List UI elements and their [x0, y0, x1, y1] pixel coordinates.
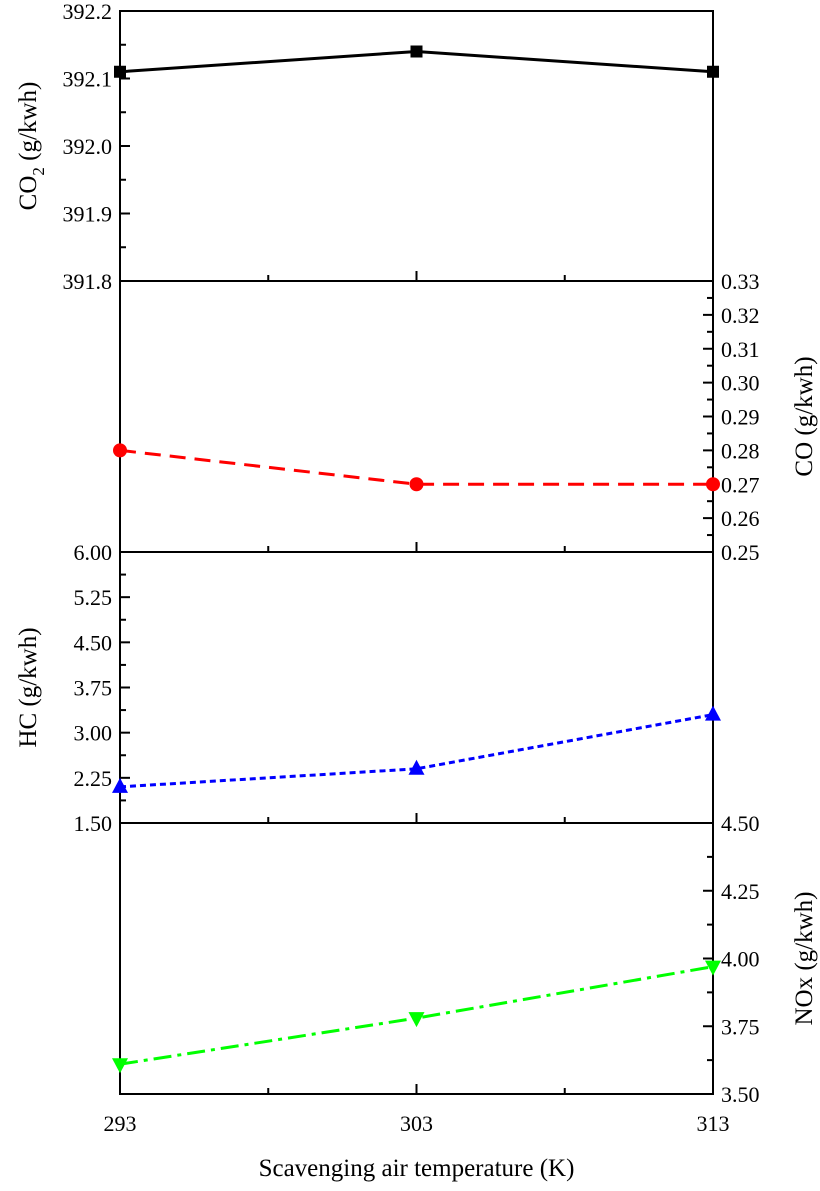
y-tick-label-co2: 392.2	[63, 0, 113, 24]
y-axis-title-main: CO	[15, 176, 42, 211]
y-axis-title-nox: NOx (g/kwh)	[791, 891, 818, 1025]
y-tick-label-co: 0.29	[721, 405, 760, 430]
data-point-co-313	[706, 477, 720, 492]
y-tick-label-hc: 6.00	[74, 540, 113, 565]
x-axis-title: Scavenging air temperature (K)	[259, 1155, 575, 1182]
data-point-nox-303	[408, 1012, 425, 1028]
panel-frame-co	[119, 280, 714, 553]
data-point-nox-313	[705, 960, 721, 976]
y-tick-label-hc: 3.75	[74, 676, 113, 701]
y-tick-label-co: 0.25	[721, 540, 760, 565]
y-tick-label-nox: 3.50	[721, 1082, 760, 1107]
y-axis-title-co2: CO2 (g/kwh)	[15, 82, 48, 211]
y-tick-label-co: 0.30	[721, 371, 760, 396]
x-tick-label: 303	[400, 1111, 433, 1136]
y-tick-label-co: 0.32	[721, 303, 760, 328]
y-tick-label-nox: 4.50	[721, 811, 760, 836]
y-axis-title-co: CO (g/kwh)	[791, 356, 818, 476]
y-tick-label-co: 0.33	[721, 269, 760, 294]
y-tick-label-co2: 392.1	[63, 67, 113, 92]
y-tick-label-co2: 392.0	[63, 134, 113, 159]
data-point-co2-313	[707, 65, 719, 78]
data-point-co-303	[409, 477, 424, 492]
panel-frame-nox	[119, 822, 714, 1095]
y-tick-label-hc: 3.00	[74, 721, 113, 746]
data-point-hc-303	[408, 759, 425, 775]
y-tick-label-hc: 5.25	[74, 585, 113, 610]
y-tick-label-hc: 4.50	[74, 630, 113, 655]
series-line-nox	[119, 965, 714, 1066]
y-tick-label-nox: 4.00	[721, 947, 760, 972]
y-tick-label-co: 0.31	[721, 337, 760, 362]
data-point-hc-313	[705, 705, 721, 721]
series-line-hc	[119, 713, 714, 789]
y-axis-title-unit: (g/kwh)	[15, 82, 42, 167]
x-tick-label: 293	[104, 1111, 137, 1136]
data-point-nox-293	[112, 1058, 128, 1074]
panel-frame-hc	[119, 551, 714, 824]
y-tick-label-co: 0.26	[721, 506, 760, 531]
data-point-co2-303	[410, 45, 423, 58]
y-tick-label-nox: 4.25	[721, 879, 760, 904]
y-tick-label-co2: 391.9	[63, 202, 113, 227]
x-tick-label: 313	[697, 1111, 730, 1136]
y-tick-label-co2: 391.8	[63, 269, 113, 294]
y-axis-title-hc: HC (g/kwh)	[15, 627, 42, 747]
y-tick-label-hc: 2.25	[74, 766, 113, 791]
data-point-hc-293	[112, 777, 128, 793]
data-point-co-293	[113, 443, 127, 458]
data-point-co2-293	[114, 65, 126, 78]
y-tick-label-nox: 3.75	[721, 1014, 760, 1039]
y-tick-label-co: 0.28	[721, 438, 760, 463]
y-tick-label-co: 0.27	[721, 472, 760, 497]
y-axis-title-subscript: 2	[29, 167, 48, 176]
y-tick-label-hc: 1.50	[74, 811, 113, 836]
